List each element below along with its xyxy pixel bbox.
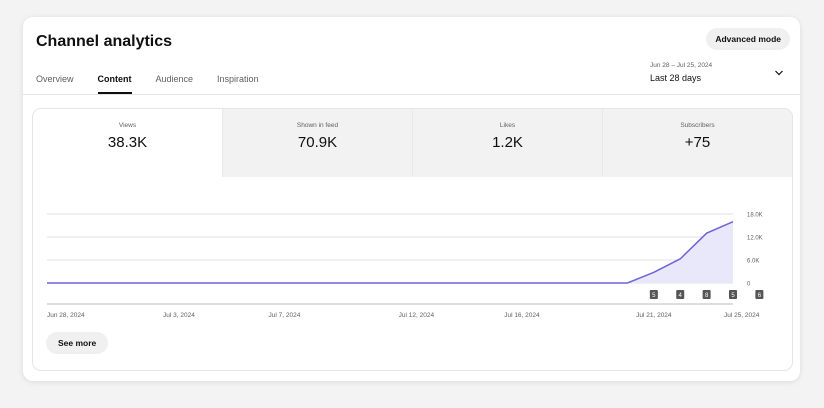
video-marker <box>702 290 711 299</box>
video-marker-label: 6 <box>758 293 762 299</box>
x-tick-label: Jul 3, 2024 <box>163 312 195 319</box>
video-marker-label: 5 <box>652 293 656 299</box>
video-marker <box>676 290 685 299</box>
date-range-text: Jun 28 – Jul 25, 2024 <box>650 62 713 69</box>
metric-card-likes[interactable]: Likes 1.2K <box>412 109 602 177</box>
area-fill <box>47 221 733 283</box>
y-tick-label: 12.0K <box>747 236 763 242</box>
x-tick-label: Jun 28, 2024 <box>47 312 85 319</box>
x-tick-label: Jul 21, 2024 <box>636 312 672 319</box>
y-tick-label: 6.0K <box>747 259 759 265</box>
y-tick-label: 0 <box>747 282 751 288</box>
metric-label: Likes <box>499 122 516 129</box>
metric-card-views[interactable]: Views 38.3K <box>33 109 222 177</box>
metric-value: +75 <box>684 134 711 151</box>
advanced-mode-button[interactable]: Advanced mode <box>706 28 790 50</box>
video-marker-label: 4 <box>679 293 683 299</box>
views-chart[interactable]: 0 6.0K 12.0K 18.0K 5 4 8 5 6 Jun 28, 2024 Jul 3, 2… <box>33 199 792 324</box>
metric-value: 70.9K <box>297 134 338 151</box>
x-tick-label: Jul 16, 2024 <box>504 312 540 319</box>
video-marker <box>729 290 737 299</box>
x-tick-label: Jul 7, 2024 <box>269 312 301 319</box>
y-tick-label: 18.0K <box>747 213 763 219</box>
metric-label: Views <box>118 122 137 129</box>
date-range-label: Last 28 days <box>650 73 702 83</box>
page-title: Channel analytics <box>36 33 173 50</box>
metric-value: 38.3K <box>107 134 148 151</box>
chevron-down-icon[interactable] <box>774 69 784 77</box>
metric-label: Shown in feed <box>296 122 339 129</box>
tabs-divider <box>23 94 800 95</box>
see-more-button[interactable]: See more <box>46 332 109 354</box>
metric-card-subscribers[interactable]: Subscribers +75 <box>602 109 792 177</box>
metric-cards: Views 38.3K Shown in feed 70.9K Likes 1.… <box>33 109 792 177</box>
video-marker-label: 8 <box>705 293 709 299</box>
metric-value: 1.2K <box>492 134 523 151</box>
series-line <box>47 220 734 284</box>
x-tick-label: Jul 25, 2024 <box>724 312 760 319</box>
tab-bar: Overview Content Audience Inspiration <box>36 73 283 95</box>
date-range-selector[interactable]: Jun 28 – Jul 25, 2024 Last 28 days <box>650 61 790 87</box>
x-tick-label: Jul 12, 2024 <box>399 312 435 319</box>
metric-card-shown-in-feed[interactable]: Shown in feed 70.9K <box>222 109 412 177</box>
views-chart-svg: 0 6.0K 12.0K 18.0K 5 4 8 5 6 Jun 28, 2024 Jul 3, 2… <box>47 213 764 319</box>
channel-analytics-card: Channel analytics Advanced mode Overview… <box>23 17 800 381</box>
video-marker <box>649 290 658 299</box>
tab-inspiration[interactable]: Inspiration <box>217 74 259 84</box>
metrics-panel: Views 38.3K Shown in feed 70.9K Likes 1.… <box>32 108 793 371</box>
video-marker <box>755 290 764 299</box>
metric-label: Subscribers <box>680 122 715 129</box>
tab-overview[interactable]: Overview <box>36 74 74 84</box>
tab-audience[interactable]: Audience <box>155 74 194 84</box>
video-marker-label: 5 <box>731 293 735 299</box>
tab-content[interactable]: Content <box>97 73 132 95</box>
